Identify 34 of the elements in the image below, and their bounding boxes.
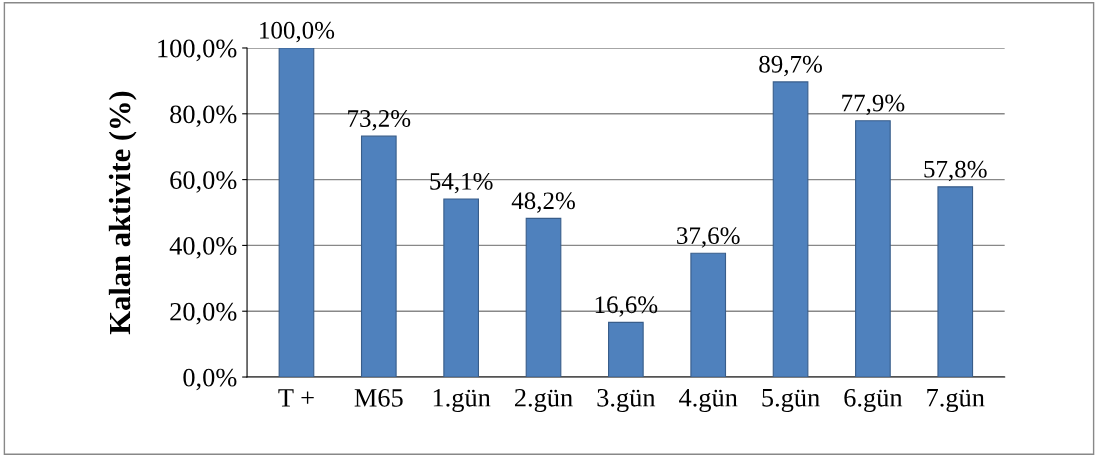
x-tick-label: 4.gün <box>679 389 738 413</box>
bar <box>608 321 644 378</box>
bar <box>360 135 397 378</box>
x-tick-label: 6.gün <box>844 388 903 413</box>
data-label: 16,6% <box>595 296 658 317</box>
bar <box>855 120 891 378</box>
y-tick-label: 60,0% <box>170 171 237 193</box>
x-tick-label: T + <box>278 389 314 407</box>
bar <box>525 217 562 378</box>
data-label: 89,7% <box>759 55 822 77</box>
x-tick-label: 2.gün <box>514 388 573 413</box>
bar <box>443 198 480 378</box>
bar <box>690 252 727 378</box>
data-label: 37,6% <box>677 227 740 248</box>
data-label: 73,2% <box>348 110 411 131</box>
bar <box>772 81 809 378</box>
y-tick-label: 20,0% <box>170 302 237 325</box>
x-tick-label: 3.gün <box>597 388 656 413</box>
data-label: 77,9% <box>842 94 905 116</box>
data-label: 57,8% <box>924 160 987 182</box>
x-tick-label: 1.gün <box>433 388 491 413</box>
x-tick-label: 7.gün <box>927 389 985 413</box>
bar <box>937 186 974 378</box>
data-label: 54,1% <box>430 172 493 194</box>
data-label: 48,2% <box>511 192 575 213</box>
y-axis-title: Kalan aktivite (%) <box>108 91 137 335</box>
y-tick-label: 40,0% <box>169 237 237 259</box>
y-tick-label: 80,0% <box>170 105 237 128</box>
y-tick-label: 100,0% <box>158 39 237 62</box>
x-tick-label: 5.gün <box>762 389 820 413</box>
bar <box>278 47 315 378</box>
x-tick-label: M65 <box>354 388 403 407</box>
y-tick-label: 0,0% <box>183 368 237 391</box>
data-label: 100,0% <box>260 21 335 43</box>
